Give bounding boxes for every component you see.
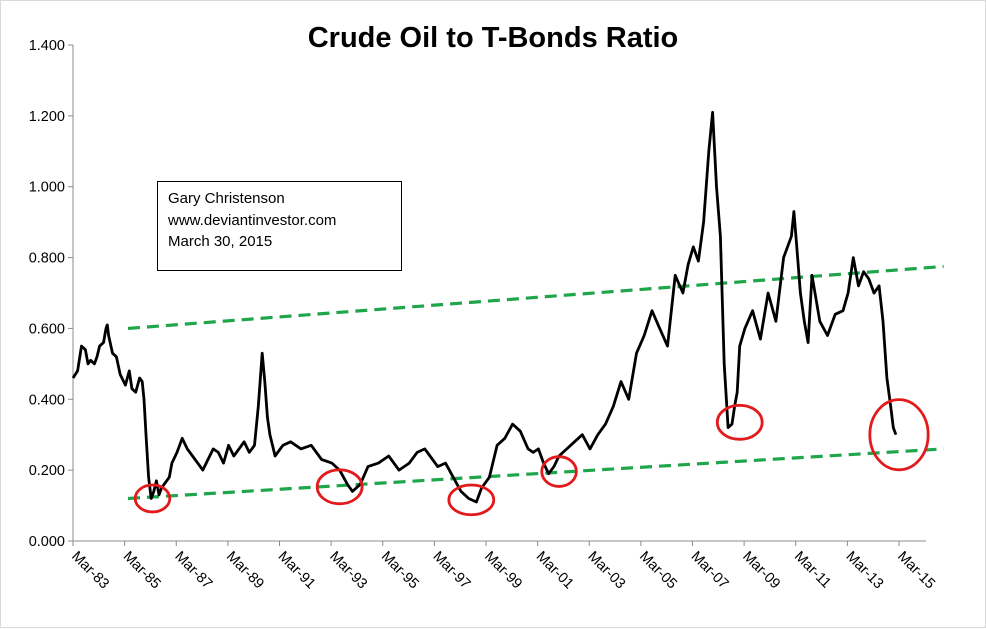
- x-tick-label: Mar-13: [843, 549, 887, 593]
- x-tick-label: Mar-85: [120, 549, 164, 593]
- x-tick-label: Mar-95: [378, 549, 422, 593]
- y-tick-label: 1.000: [29, 180, 65, 196]
- x-tick-label: Mar-91: [275, 549, 319, 593]
- x-tick-label: Mar-93: [326, 549, 370, 593]
- annotation-website: www.deviantinvestor.com: [168, 211, 337, 229]
- highlight-circle: [540, 455, 578, 488]
- highlight-circle: [315, 468, 364, 506]
- x-tick-label: Mar-11: [791, 549, 834, 592]
- x-tick-label: Mar-09: [739, 549, 783, 593]
- x-tick-label: Mar-05: [636, 549, 680, 593]
- chart-title: Crude Oil to T-Bonds Ratio: [308, 22, 679, 54]
- y-tick-label: 0.200: [29, 463, 65, 479]
- x-tick-label: Mar-89: [223, 549, 267, 593]
- y-tick-label: 1.400: [29, 38, 65, 54]
- x-tick-label: Mar-99: [481, 549, 525, 593]
- annotation-date: March 30, 2015: [168, 233, 273, 250]
- x-tick-label: Mar-83: [68, 549, 112, 593]
- x-tick-label: Mar-15: [894, 549, 938, 593]
- trend-lines: [127, 264, 944, 501]
- annotation-author: Gary Christenson: [168, 190, 285, 207]
- x-tick-label: Mar-07: [688, 549, 732, 593]
- y-tick-label: 0.000: [29, 534, 65, 550]
- x-tick-label: Mar-01: [533, 549, 577, 593]
- series-layer: [71, 110, 898, 504]
- lower-trend-line: [127, 447, 944, 501]
- x-tick-label: Mar-97: [430, 549, 474, 593]
- highlight-circle: [868, 398, 930, 472]
- y-tick-label: 0.600: [29, 321, 65, 337]
- highlight-circle: [133, 483, 172, 514]
- x-tick-label: Mar-87: [171, 549, 215, 593]
- highlight-circle: [715, 403, 764, 441]
- ratio-series-line: [71, 110, 898, 504]
- y-tick-label: 0.400: [29, 392, 65, 408]
- highlight-circles: [133, 398, 930, 517]
- y-tick-label: 0.800: [29, 251, 65, 267]
- x-tick-label: Mar-03: [584, 549, 628, 593]
- y-tick-label: 1.200: [29, 109, 65, 125]
- highlight-circle: [447, 483, 496, 517]
- annotation-box: Gary Christenson www.deviantinvestor.com…: [157, 181, 402, 271]
- upper-trend-line: [127, 264, 944, 331]
